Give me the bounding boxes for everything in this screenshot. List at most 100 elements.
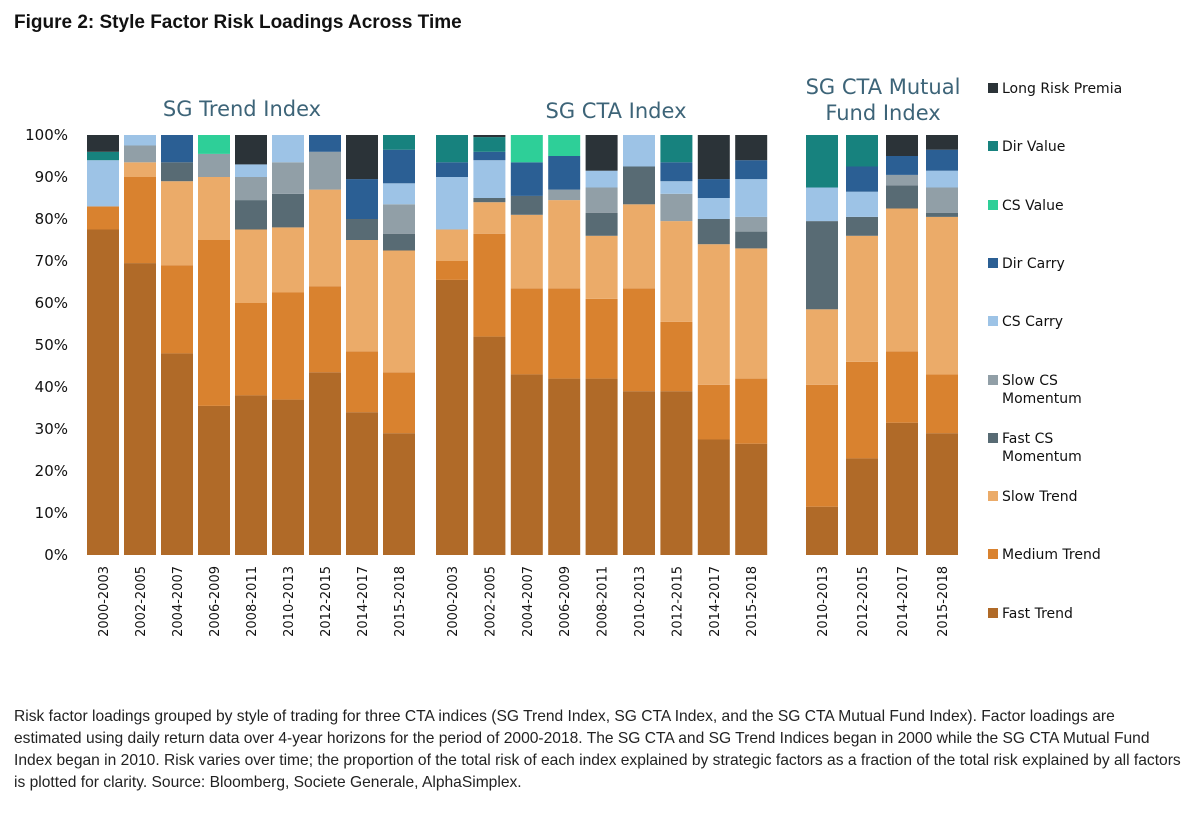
bar-segment-fast-trend	[846, 458, 878, 555]
bar-stack	[272, 135, 304, 555]
x-tick-label: 2008-2011	[245, 566, 260, 637]
bar-stack	[436, 135, 468, 555]
bar-segment-medium-trend	[886, 351, 918, 423]
bar-segment-slow-trend	[697, 244, 730, 385]
bar-segment-slow-trend	[436, 229, 468, 261]
bar-segment-long-risk-premia	[346, 135, 378, 180]
bar-stack	[235, 135, 267, 555]
bar-segment-fast-trend	[124, 263, 156, 555]
panel-3: SG CTA Mutual Fund Index 2010-2013 2012-201…	[806, 75, 961, 637]
stacked-bar-chart: 0% 10% 20% 30% 40% 50% 60% 70% 80% 90% 100% SG Tren…	[25, 75, 1122, 637]
legend: Long Risk Premia Dir Value CS Value Dir Car…	[988, 81, 1122, 622]
bar-segment-fast-trend	[198, 405, 230, 555]
bar-segment-fast-cs-momentum	[235, 200, 267, 230]
legend-label: CS Value	[1002, 198, 1064, 214]
x-tick-label: 2012-2015	[670, 566, 685, 637]
bar-segment-fast-cs-momentum	[806, 221, 838, 310]
bar-segment-fast-trend	[161, 353, 193, 555]
bar-segment-dir-carry	[697, 179, 730, 198]
legend-swatch	[988, 549, 998, 559]
y-tick-label: 30%	[35, 420, 68, 438]
bar-stack	[473, 135, 506, 555]
x-tick-label: 2000-2003	[97, 566, 112, 637]
x-tick-label: 2008-2011	[596, 566, 611, 637]
bar-stack	[309, 135, 341, 555]
legend-item: Dir Value	[988, 139, 1065, 155]
bar-segment-dir-value	[87, 151, 119, 161]
bar-segment-dir-carry	[346, 179, 378, 219]
legend-swatch	[988, 491, 998, 501]
x-tick-label: 2010-2013	[816, 566, 831, 637]
bar-segment-fast-cs-momentum	[272, 193, 304, 228]
bar-segment-fast-trend	[473, 336, 506, 555]
bar-segment-fast-trend	[585, 378, 618, 555]
bar-segment-fast-trend	[346, 412, 378, 555]
bar-segment-cs-carry	[235, 164, 267, 177]
legend-swatch	[988, 141, 998, 151]
bar-segment-medium-trend	[697, 384, 730, 440]
legend-label: Dir Carry	[1002, 256, 1065, 272]
bar-stack	[510, 135, 543, 555]
bar-segment-slow-trend	[383, 250, 415, 373]
legend-swatch	[988, 83, 998, 93]
bar-stack	[383, 135, 415, 555]
bar-segment-long-risk-premia	[473, 135, 506, 138]
bar-segment-dir-carry	[926, 149, 958, 171]
bar-segment-dir-carry	[309, 135, 341, 152]
bar-segment-cs-value	[198, 135, 230, 154]
x-tick-label: 2004-2007	[171, 566, 186, 637]
bar-stack	[548, 135, 581, 555]
y-tick-label: 90%	[35, 168, 68, 186]
bar-stack	[87, 135, 119, 555]
bar-segment-cs-carry	[926, 170, 958, 188]
bar-segment-cs-carry	[383, 183, 415, 205]
bar-segment-dir-carry	[846, 166, 878, 192]
bar-stack	[846, 135, 878, 555]
legend-label: Medium Trend	[1002, 547, 1101, 563]
bar-segment-slow-cs-momentum	[886, 174, 918, 186]
x-tick-label: 2012-2015	[319, 566, 334, 637]
x-tick-label: 2000-2003	[446, 566, 461, 637]
bar-segment-medium-trend	[436, 261, 468, 280]
x-tick-label: 2002-2005	[134, 566, 149, 637]
legend-item: Fast Trend	[988, 606, 1073, 622]
bar-segment-medium-trend	[660, 321, 693, 392]
legend-swatch	[988, 608, 998, 618]
bar-segment-medium-trend	[926, 374, 958, 434]
bar-segment-slow-cs-momentum	[926, 187, 958, 213]
bar-stack	[346, 135, 378, 555]
bar-segment-fast-trend	[623, 391, 655, 555]
y-tick-label: 70%	[35, 252, 68, 270]
figure-title: Figure 2: Style Factor Risk Loadings Acr…	[14, 12, 462, 33]
bar-segment-fast-cs-momentum	[161, 162, 193, 182]
panel-1: SG Trend Index 2000-2003 2002-2005 2004-200…	[87, 97, 415, 637]
panel-title: SG Trend Index	[163, 97, 321, 121]
bar-segment-medium-trend	[198, 240, 230, 406]
bar-segment-medium-trend	[124, 177, 156, 264]
bar-segment-fast-trend	[697, 439, 730, 555]
bar-segment-long-risk-premia	[235, 135, 267, 165]
x-tick-label: 2002-2005	[483, 566, 498, 637]
bar-segment-dir-carry	[161, 135, 193, 163]
legend-label: CS Carry	[1002, 314, 1063, 330]
bar-segment-cs-carry	[697, 198, 730, 219]
bar-segment-slow-trend	[473, 202, 506, 234]
bar-stack	[161, 135, 193, 555]
legend-swatch	[988, 316, 998, 326]
x-tick-label: 2006-2009	[208, 566, 223, 637]
x-tick-label: 2006-2009	[558, 566, 573, 637]
y-tick-label: 0%	[44, 546, 68, 564]
bar-segment-dir-carry	[383, 149, 415, 184]
bar-segment-slow-trend	[124, 162, 156, 177]
bar-segment-slow-cs-momentum	[235, 177, 267, 201]
bar-segment-fast-cs-momentum	[623, 166, 655, 205]
bar-segment-long-risk-premia	[87, 135, 119, 152]
bar-segment-slow-trend	[510, 214, 543, 289]
bar-segment-slow-trend	[806, 309, 838, 385]
bar-segment-medium-trend	[623, 288, 655, 392]
bar-segment-dir-carry	[735, 160, 768, 180]
legend-item: Slow Trend	[988, 489, 1078, 505]
bar-segment-medium-trend	[473, 233, 506, 337]
bar-stack	[806, 135, 838, 555]
bar-segment-cs-carry	[623, 135, 655, 167]
